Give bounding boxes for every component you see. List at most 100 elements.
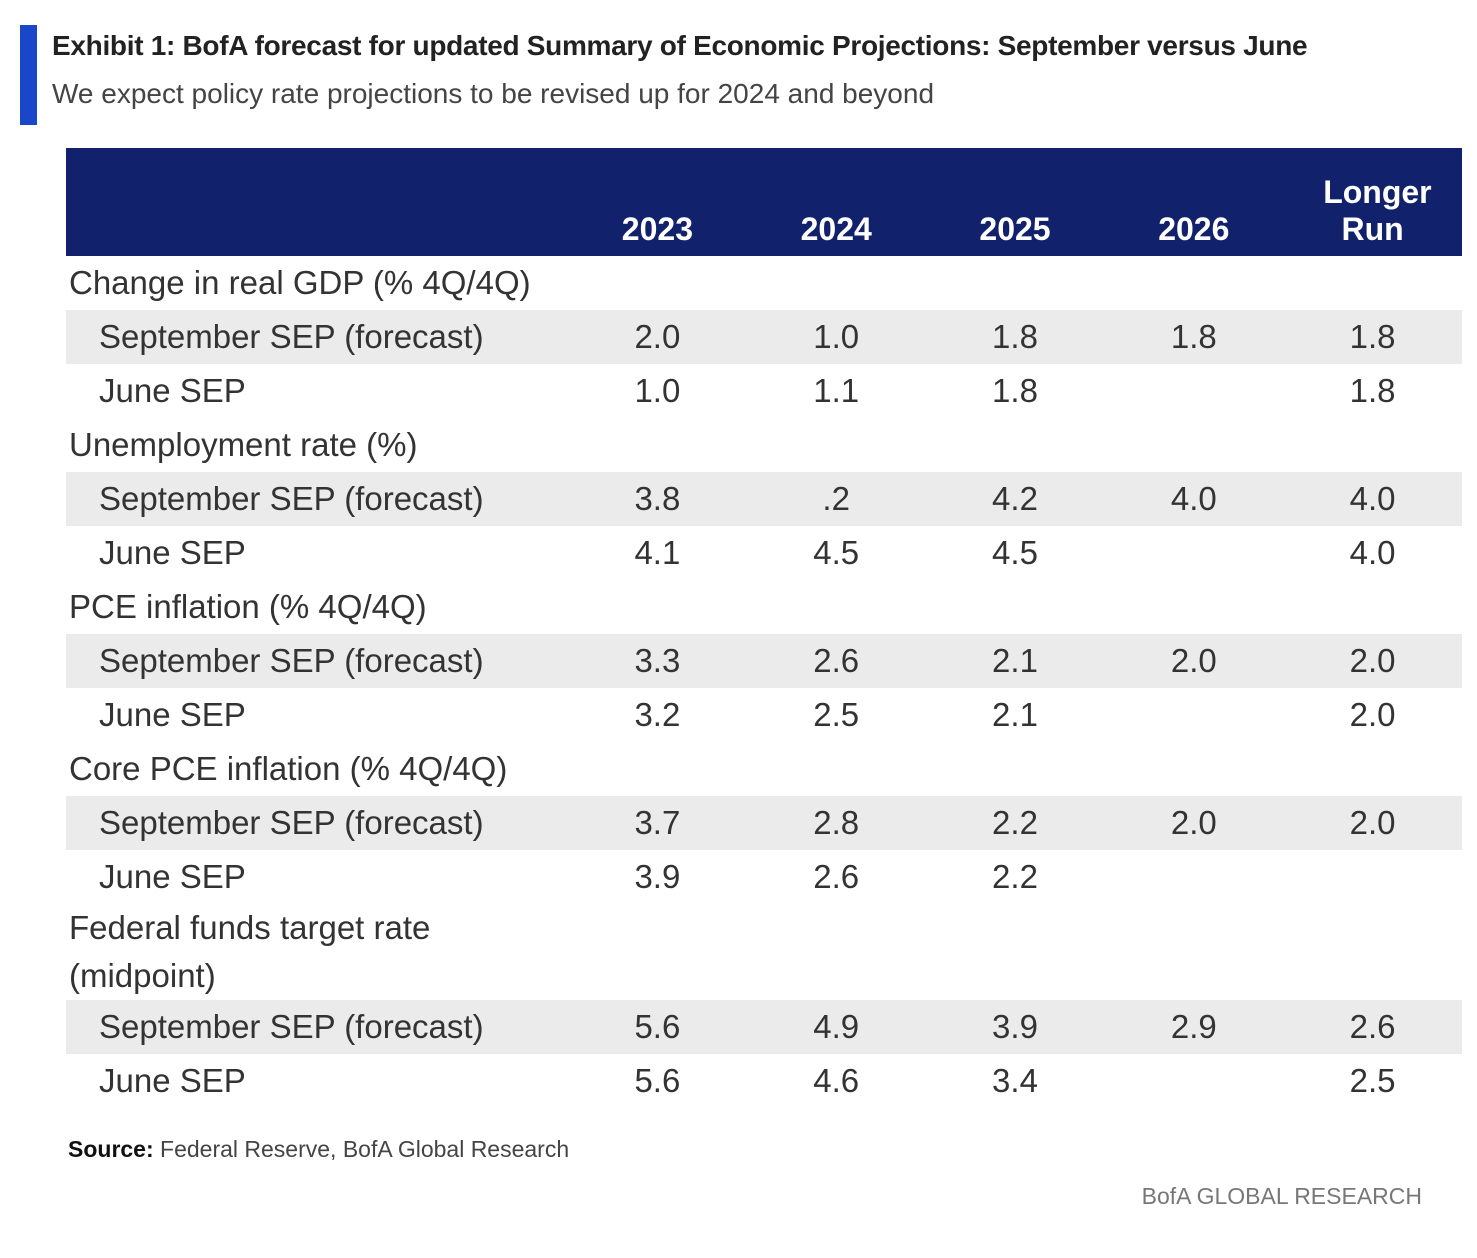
row-label: June SEP <box>99 696 246 733</box>
value-cell: 4.6 <box>813 1062 860 1099</box>
empty-cell <box>747 418 926 472</box>
empty-cell <box>1283 850 1462 904</box>
value-cell: 2.0 <box>1283 796 1462 850</box>
section-row: Unemployment rate (%) <box>66 418 1462 472</box>
empty-cell <box>1104 418 1283 472</box>
empty-cell <box>1104 580 1283 634</box>
row-label: September SEP (forecast) <box>66 472 568 526</box>
value-cell: 2.5 <box>1349 1062 1396 1099</box>
row-label: June SEP <box>99 858 246 895</box>
value-cell: 5.6 <box>568 1000 747 1054</box>
value-cell: 2.6 <box>1283 1000 1462 1054</box>
column-header: Longer Run <box>1283 148 1462 256</box>
value-cell: 1.0 <box>746 310 926 364</box>
empty-cell <box>926 580 1105 634</box>
empty-cell <box>568 742 747 796</box>
source: Source: Federal Reserve, BofA Global Res… <box>68 1136 569 1163</box>
value-cell: 4.9 <box>746 1000 926 1054</box>
column-header: 2024 <box>746 148 926 256</box>
value-cell: 2.0 <box>1104 796 1284 850</box>
column-header: 2025 <box>925 148 1105 256</box>
empty-cell <box>926 256 1105 310</box>
empty-cell <box>1104 904 1283 1000</box>
header-row: 2023 2024 2025 2026 Longer Run <box>66 148 1462 256</box>
data-row: June SEP 5.6 4.6 3.4 2.5 <box>66 1054 1462 1108</box>
empty-cell <box>747 580 926 634</box>
value-cell: 4.0 <box>1283 472 1462 526</box>
title: Exhibit 1: BofA forecast for updated Sum… <box>52 30 1308 61</box>
empty-cell <box>926 418 1105 472</box>
empty-cell <box>568 904 747 1000</box>
value-cell: 3.7 <box>568 796 747 850</box>
value-cell: 1.8 <box>1349 372 1396 409</box>
data-row: June SEP 3.9 2.6 2.2 <box>66 850 1462 904</box>
row-label: June SEP <box>99 534 246 571</box>
source-label: Source: <box>68 1136 154 1162</box>
value-cell: 2.9 <box>1104 1000 1284 1054</box>
value-cell: 2.8 <box>746 796 926 850</box>
value-cell: 2.0 <box>1104 634 1284 688</box>
empty-cell <box>568 580 747 634</box>
empty-cell <box>747 742 926 796</box>
value-cell: 3.4 <box>992 1062 1038 1099</box>
empty-cell <box>1283 904 1462 1000</box>
value-cell: 4.1 <box>634 534 681 571</box>
empty-cell <box>1104 364 1283 418</box>
value-cell: 1.1 <box>813 372 860 409</box>
row-label: September SEP (forecast) <box>66 796 568 850</box>
value-cell: 1.8 <box>992 372 1038 409</box>
data-row: September SEP (forecast) 3.3 2.6 2.1 2.0 2.0 <box>66 634 1462 688</box>
empty-cell <box>1104 688 1283 742</box>
value-cell: 4.5 <box>992 534 1038 571</box>
section-label: PCE inflation (% 4Q/4Q) <box>69 588 427 625</box>
section-label: Change in real GDP (% 4Q/4Q) <box>69 264 531 301</box>
value-cell: 3.2 <box>634 696 681 733</box>
value-cell: .2 <box>746 472 926 526</box>
empty-cell <box>747 256 926 310</box>
value-cell: 4.5 <box>813 534 860 571</box>
footer: BofA GLOBAL RESEARCH <box>1141 1183 1422 1209</box>
value-cell: 2.2 <box>925 796 1105 850</box>
value-cell: 1.8 <box>1104 310 1284 364</box>
section-row: Core PCE inflation (% 4Q/4Q) <box>66 742 1462 796</box>
data-row: June SEP 3.2 2.5 2.1 2.0 <box>66 688 1462 742</box>
value-cell: 2.0 <box>1349 696 1396 733</box>
section-label: Federal funds target rate (midpoint) <box>69 909 431 994</box>
row-label: June SEP <box>99 372 246 409</box>
value-cell: 2.2 <box>992 858 1038 895</box>
empty-cell <box>568 418 747 472</box>
data-row: June SEP 1.0 1.1 1.8 1.8 <box>66 364 1462 418</box>
empty-cell <box>1104 850 1283 904</box>
empty-cell <box>1104 256 1283 310</box>
value-cell: 2.5 <box>813 696 860 733</box>
table: 2023 2024 2025 2026 Longer Run Change in rea… <box>66 148 1462 1108</box>
value-cell: 2.0 <box>1283 634 1462 688</box>
section-row: Change in real GDP (% 4Q/4Q) <box>66 256 1462 310</box>
header-cell <box>66 148 568 256</box>
value-cell: 3.9 <box>925 1000 1105 1054</box>
value-cell: 2.1 <box>925 634 1105 688</box>
data-row: September SEP (forecast) 2.0 1.0 1.8 1.8 1.8 <box>66 310 1462 364</box>
empty-cell <box>568 256 747 310</box>
empty-cell <box>1104 742 1283 796</box>
row-label: June SEP <box>99 1062 246 1099</box>
row-label: September SEP (forecast) <box>66 310 568 364</box>
section-row: PCE inflation (% 4Q/4Q) <box>66 580 1462 634</box>
value-cell: 3.8 <box>568 472 747 526</box>
subtitle: We expect policy rate projections to be … <box>52 78 935 109</box>
row-label: September SEP (forecast) <box>66 634 568 688</box>
empty-cell <box>1104 1054 1283 1108</box>
value-cell: 5.6 <box>634 1062 681 1099</box>
empty-cell <box>1104 526 1283 580</box>
empty-cell <box>1283 580 1462 634</box>
column-header: 2026 <box>1104 148 1284 256</box>
value-cell: 4.2 <box>925 472 1105 526</box>
column-header: 2023 <box>568 148 747 256</box>
value-cell: 2.1 <box>992 696 1038 733</box>
value-cell: 4.0 <box>1104 472 1284 526</box>
value-cell: 1.8 <box>1283 310 1462 364</box>
value-cell: 1.0 <box>634 372 681 409</box>
value-cell: 2.6 <box>813 858 860 895</box>
empty-cell <box>1283 256 1462 310</box>
